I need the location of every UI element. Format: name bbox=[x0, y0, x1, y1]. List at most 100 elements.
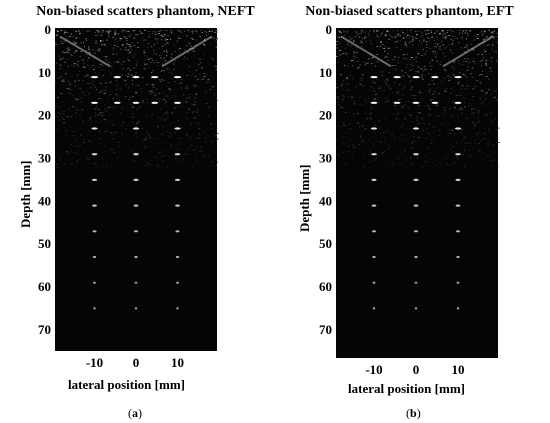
speckle-grain bbox=[417, 44, 420, 46]
speckle-grain bbox=[90, 163, 92, 164]
speckle-grain bbox=[448, 101, 449, 103]
speckle-grain bbox=[174, 80, 177, 82]
speckle-grain bbox=[194, 85, 197, 87]
speckle-grain bbox=[133, 45, 135, 46]
speckle-grain bbox=[58, 148, 60, 150]
speckle-grain bbox=[362, 85, 364, 87]
speckle-grain bbox=[117, 33, 120, 35]
speckle-grain bbox=[190, 123, 192, 125]
speckle-grain bbox=[395, 68, 397, 70]
point-scatterer bbox=[175, 178, 180, 181]
speckle-grain bbox=[73, 151, 74, 153]
speckle-grain bbox=[489, 60, 491, 61]
speckle-grain bbox=[483, 138, 485, 139]
speckle-grain bbox=[138, 85, 139, 86]
speckle-grain bbox=[144, 145, 146, 147]
speckle-grain bbox=[362, 153, 364, 155]
speckle-grain bbox=[198, 128, 201, 130]
speckle-grain bbox=[107, 32, 110, 34]
speckle-grain bbox=[413, 58, 415, 60]
speckle-grain bbox=[485, 36, 488, 38]
speckle-grain bbox=[167, 82, 170, 84]
speckle-grain bbox=[57, 116, 58, 118]
speckle-grain bbox=[428, 91, 430, 93]
x-tick-label: 0 bbox=[133, 355, 140, 370]
speckle-texture bbox=[55, 30, 219, 168]
speckle-grain bbox=[69, 36, 71, 37]
speckle-grain bbox=[129, 46, 132, 48]
speckle-grain bbox=[494, 50, 496, 52]
speckle-grain bbox=[178, 129, 180, 131]
speckle-grain bbox=[396, 36, 397, 38]
speckle-grain bbox=[432, 126, 434, 128]
speckle-grain bbox=[94, 112, 96, 114]
speckle-grain bbox=[177, 30, 179, 31]
speckle-grain bbox=[181, 127, 183, 129]
speckle-grain bbox=[94, 162, 96, 164]
speckle-grain bbox=[431, 80, 434, 81]
speckle-grain bbox=[420, 35, 423, 37]
speckle-grain bbox=[345, 53, 348, 55]
speckle-grain bbox=[152, 33, 154, 34]
speckle-grain bbox=[60, 92, 63, 94]
speckle-grain bbox=[482, 59, 484, 61]
speckle-grain bbox=[341, 31, 342, 33]
point-scatterer bbox=[455, 178, 461, 181]
speckle-grain bbox=[175, 95, 177, 97]
speckle-grain bbox=[397, 112, 399, 114]
speckle-grain bbox=[99, 41, 102, 42]
speckle-grain bbox=[444, 47, 447, 48]
speckle-grain bbox=[412, 94, 414, 96]
speckle-grain bbox=[74, 85, 76, 87]
speckle-grain bbox=[423, 39, 425, 41]
speckle-grain bbox=[380, 142, 382, 144]
speckle-grain bbox=[406, 54, 408, 55]
speckle-grain bbox=[431, 140, 433, 142]
speckle-grain bbox=[105, 150, 107, 152]
speckle-grain bbox=[211, 38, 214, 40]
speckle-grain bbox=[404, 86, 406, 88]
y-axis-label: Depth [mm] bbox=[297, 164, 312, 232]
speckle-grain bbox=[86, 30, 88, 32]
speckle-grain bbox=[71, 145, 73, 147]
speckle-grain bbox=[114, 32, 117, 34]
speckle-grain bbox=[450, 115, 452, 117]
speckle-grain bbox=[492, 43, 493, 45]
speckle-grain bbox=[164, 103, 167, 105]
speckle-grain bbox=[76, 160, 78, 162]
speckle-grain bbox=[133, 67, 136, 69]
speckle-grain bbox=[427, 132, 429, 134]
speckle-grain bbox=[369, 117, 372, 119]
speckle-grain bbox=[358, 144, 360, 145]
speckle-grain bbox=[131, 49, 133, 51]
speckle-grain bbox=[194, 101, 196, 103]
speckle-grain bbox=[384, 35, 387, 37]
speckle-grain bbox=[424, 30, 426, 32]
speckle-grain bbox=[473, 108, 475, 110]
speckle-grain bbox=[68, 48, 70, 50]
speckle-grain bbox=[132, 116, 134, 118]
speckle-grain bbox=[347, 42, 349, 44]
speckle-grain bbox=[380, 33, 383, 35]
x-axis-label: lateral position [mm] bbox=[68, 377, 185, 392]
x-axis-label: lateral position [mm] bbox=[348, 381, 465, 396]
speckle-grain bbox=[378, 120, 380, 122]
speckle-grain bbox=[453, 61, 455, 63]
speckle-grain bbox=[349, 74, 351, 76]
speckle-grain bbox=[438, 48, 441, 50]
x-tick-label: -10 bbox=[365, 362, 382, 377]
speckle-grain bbox=[178, 142, 180, 144]
speckle-grain bbox=[124, 80, 127, 82]
speckle-grain bbox=[394, 65, 396, 66]
speckle-grain bbox=[101, 90, 103, 92]
speckle-grain bbox=[98, 66, 100, 68]
speckle-grain bbox=[434, 56, 437, 58]
speckle-grain bbox=[92, 65, 94, 67]
speckle-grain bbox=[212, 58, 214, 60]
speckle-grain bbox=[463, 148, 465, 150]
speckle-grain bbox=[375, 83, 376, 84]
speckle-grain bbox=[352, 55, 355, 57]
speckle-grain bbox=[497, 127, 500, 129]
